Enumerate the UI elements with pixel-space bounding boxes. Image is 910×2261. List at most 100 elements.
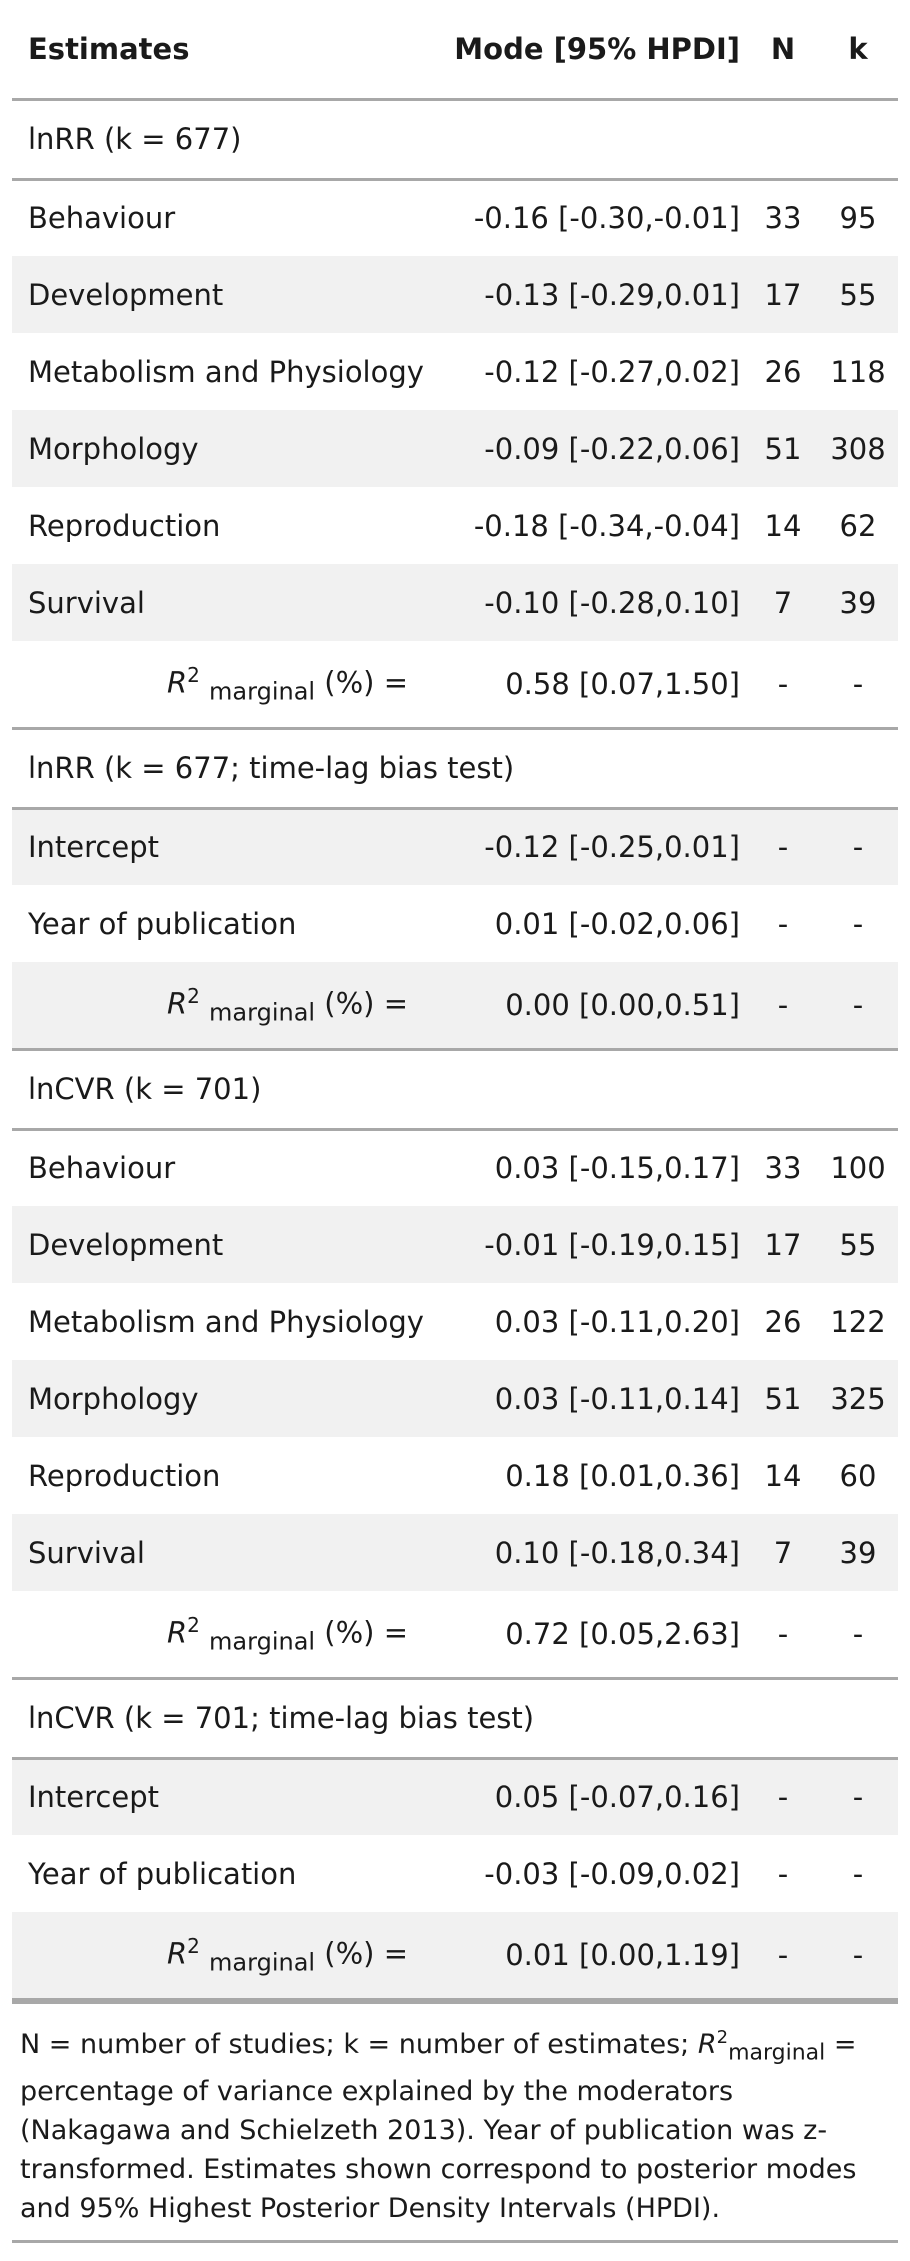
row-n: 26 <box>764 354 802 389</box>
r2-suffix: (%) = <box>315 665 408 700</box>
table-row: Intercept 0.05 [-0.07,0.16] - - <box>12 1758 898 1835</box>
footnote-r2-sup: 2 <box>716 2026 729 2048</box>
row-k: 95 <box>839 201 877 236</box>
row-n: - <box>777 830 789 865</box>
row-estimate: -0.16 [-0.30,-0.01] <box>473 201 740 236</box>
r2-marginal-row: R2 marginal (%) = 0.00 [0.00,0.51] - - <box>12 962 898 1049</box>
r2-symbol: R <box>166 665 188 700</box>
r2-symbol: R <box>166 1936 188 1971</box>
section-title: lnRR (k = 677) <box>28 122 242 156</box>
table-row: Morphology -0.09 [-0.22,0.06] 51 308 <box>12 410 898 487</box>
table-body: lnRR (k = 677) Behaviour -0.16 [-0.30,-0.0… <box>12 99 898 1999</box>
row-n: 33 <box>764 201 802 236</box>
r2-label: R2 marginal (%) = <box>12 962 432 1049</box>
row-label: Reproduction <box>28 1458 221 1493</box>
row-k: 122 <box>830 1304 886 1339</box>
row-label: Morphology <box>28 431 199 466</box>
results-table-container: Estimates Mode [95% HPDI] N k lnRR (k = … <box>12 0 898 2243</box>
row-label: Reproduction <box>28 508 221 543</box>
row-label: Survival <box>28 585 145 620</box>
r2-marginal-row: R2 marginal (%) = 0.58 [0.07,1.50] - - <box>12 641 898 728</box>
row-estimate: 0.10 [-0.18,0.34] <box>494 1535 740 1570</box>
r2-n: - <box>777 666 789 701</box>
row-estimate: -0.12 [-0.25,0.01] <box>484 830 740 865</box>
row-estimate: -0.18 [-0.34,-0.04] <box>473 508 740 543</box>
row-estimate: -0.10 [-0.28,0.10] <box>484 585 740 620</box>
row-label: Year of publication <box>28 906 297 941</box>
row-label: Metabolism and Physiology <box>28 1304 424 1339</box>
row-label: Survival <box>28 1535 145 1570</box>
row-estimate: 0.05 [-0.07,0.16] <box>494 1780 740 1815</box>
footnote-part1: N = number of studies; k = number of est… <box>20 2028 698 2060</box>
section-title: lnRR (k = 677; time-lag bias test) <box>28 751 515 785</box>
row-estimate: 0.03 [-0.11,0.14] <box>494 1381 740 1416</box>
row-label: Development <box>28 277 224 312</box>
table-row: Reproduction 0.18 [0.01,0.36] 14 60 <box>12 1437 898 1514</box>
r2-label: R2 marginal (%) = <box>12 641 432 728</box>
section-header-row: lnCVR (k = 701; time-lag bias test) <box>12 1678 898 1758</box>
row-label: Year of publication <box>28 1856 297 1891</box>
r2-estimate: 0.00 [0.00,0.51] <box>505 987 740 1022</box>
r2-superscript: 2 <box>187 1933 200 1958</box>
row-estimate: 0.01 [-0.02,0.06] <box>494 906 740 941</box>
footnote-part2: = percentage of variance explained by th… <box>20 2028 857 2224</box>
row-n: 7 <box>773 1535 793 1570</box>
row-k: - <box>852 906 864 941</box>
table-row: Morphology 0.03 [-0.11,0.14] 51 325 <box>12 1360 898 1437</box>
table-row: Reproduction -0.18 [-0.34,-0.04] 14 62 <box>12 487 898 564</box>
row-k: 39 <box>839 1535 877 1570</box>
row-estimate: 0.03 [-0.11,0.20] <box>494 1304 740 1339</box>
section-title: lnCVR (k = 701) <box>28 1072 262 1106</box>
row-label: Development <box>28 1227 224 1262</box>
table-row: Metabolism and Physiology 0.03 [-0.11,0.2… <box>12 1283 898 1360</box>
r2-k: - <box>852 987 864 1022</box>
r2-estimate: 0.01 [0.00,1.19] <box>505 1937 740 1972</box>
row-label: Intercept <box>28 830 159 865</box>
r2-suffix: (%) = <box>315 986 408 1021</box>
row-n: - <box>777 1856 789 1891</box>
row-n: 7 <box>773 585 793 620</box>
footnote-r: R <box>697 2028 717 2060</box>
r2-marginal-row: R2 marginal (%) = 0.01 [0.00,1.19] - - <box>12 1912 898 1999</box>
row-n: 33 <box>764 1151 802 1186</box>
row-n: 14 <box>764 1458 802 1493</box>
row-n: 26 <box>764 1304 802 1339</box>
row-n: - <box>777 906 789 941</box>
table-row: Development -0.01 [-0.19,0.15] 17 55 <box>12 1206 898 1283</box>
row-label: Behaviour <box>28 201 176 236</box>
r2-suffix: (%) = <box>315 1615 408 1650</box>
row-estimate: 0.18 [0.01,0.36] <box>505 1458 740 1493</box>
r2-n: - <box>777 1937 789 1972</box>
row-k: 118 <box>830 354 886 389</box>
row-k: - <box>852 1856 864 1891</box>
results-table: Estimates Mode [95% HPDI] N k lnRR (k = … <box>12 0 898 2001</box>
row-estimate: -0.13 [-0.29,0.01] <box>484 277 740 312</box>
row-n: 17 <box>764 1227 802 1262</box>
r2-estimate: 0.58 [0.07,1.50] <box>505 666 740 701</box>
r2-suffix: (%) = <box>315 1936 408 1971</box>
r2-subscript: marginal <box>209 1947 316 1976</box>
table-footnote: N = number of studies; k = number of est… <box>12 2000 898 2243</box>
r2-symbol: R <box>166 1615 188 1650</box>
row-estimate: -0.12 [-0.27,0.02] <box>484 354 740 389</box>
r2-superscript: 2 <box>187 662 200 687</box>
r2-estimate: 0.72 [0.05,2.63] <box>505 1616 740 1651</box>
r2-symbol: R <box>166 986 188 1021</box>
table-row: Metabolism and Physiology -0.12 [-0.27,0.… <box>12 333 898 410</box>
table-row: Behaviour 0.03 [-0.15,0.17] 33 100 <box>12 1129 898 1206</box>
row-k: 100 <box>830 1151 886 1186</box>
header-estimates: Estimates <box>28 31 190 66</box>
section-title: lnCVR (k = 701; time-lag bias test) <box>28 1701 535 1735</box>
header-n: N <box>770 31 796 66</box>
r2-subscript: marginal <box>209 997 316 1026</box>
row-n: 51 <box>764 431 802 466</box>
table-row: Behaviour -0.16 [-0.30,-0.01] 33 95 <box>12 179 898 256</box>
r2-n: - <box>777 987 789 1022</box>
r2-k: - <box>852 666 864 701</box>
footnote-r2-sub: marginal <box>728 2039 826 2065</box>
row-n: 51 <box>764 1381 802 1416</box>
r2-n: - <box>777 1616 789 1651</box>
table-row: Survival 0.10 [-0.18,0.34] 7 39 <box>12 1514 898 1591</box>
row-estimate: 0.03 [-0.15,0.17] <box>494 1151 740 1186</box>
r2-superscript: 2 <box>187 1612 200 1637</box>
